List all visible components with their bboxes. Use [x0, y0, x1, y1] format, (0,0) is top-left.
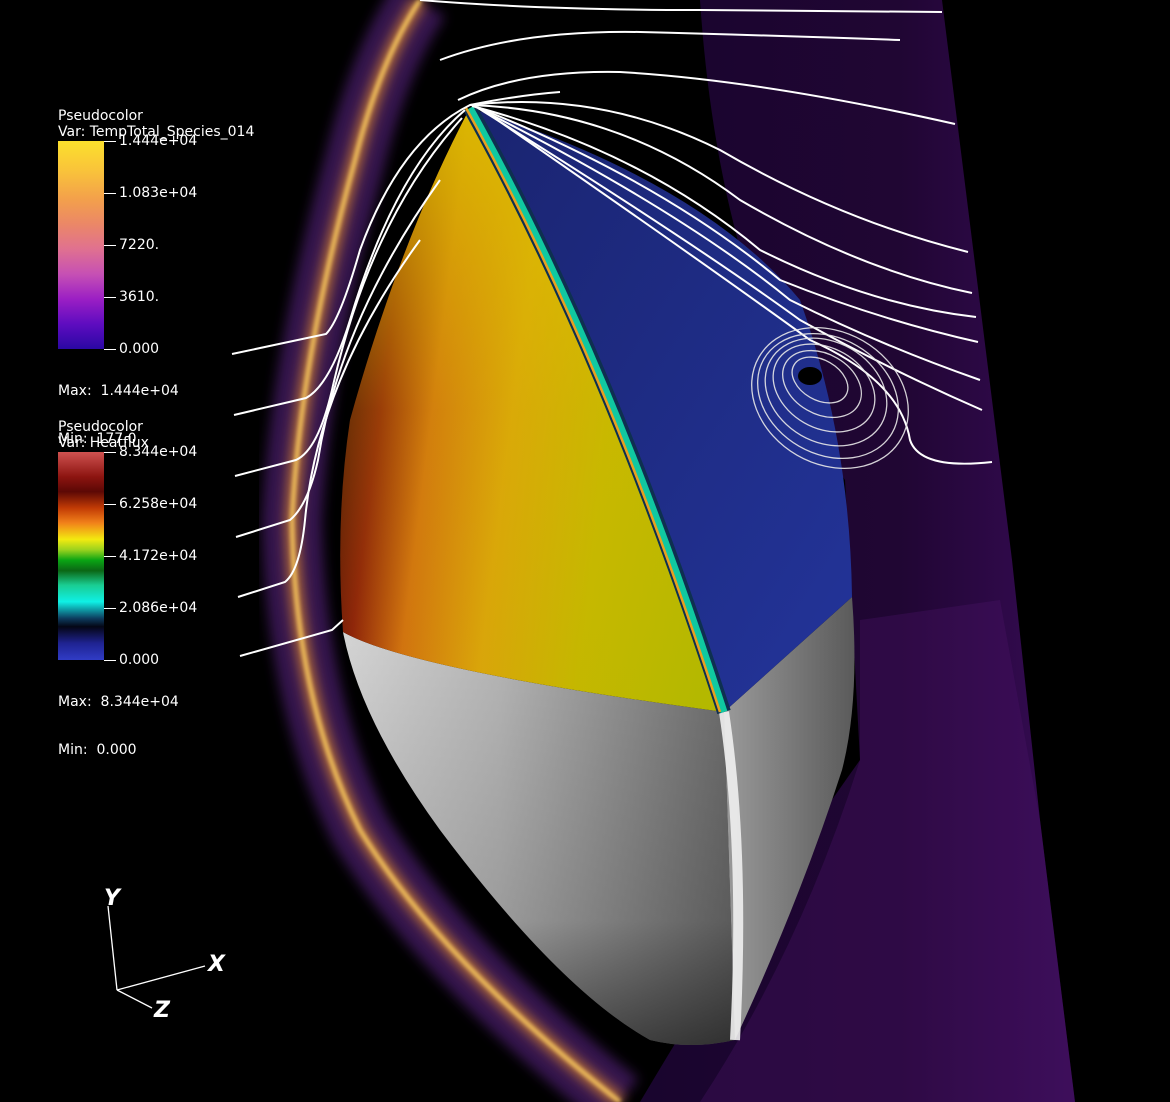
tick-label: 7220. — [104, 238, 159, 252]
axis-lines — [107, 905, 206, 1009]
legend-temperature: Pseudocolor Var: TempTotal_Species_014 1… — [58, 108, 254, 479]
capsule-right-gray — [724, 597, 855, 1040]
colorbar-temperature: 1.444e+04 1.083e+04 7220. 3610. 0.000 — [58, 134, 197, 356]
legend-max: Max: 1.444e+04 — [58, 383, 179, 399]
vortex-streamlines — [751, 327, 909, 469]
capsule-heatflux-face — [470, 108, 852, 712]
tick-label: 1.083e+04 — [104, 186, 197, 200]
legend-title: Pseudocolor — [58, 419, 143, 435]
tick-label: 8.344e+04 — [104, 445, 197, 459]
axis-label-z: Z — [154, 998, 170, 1023]
axis-label-x: X — [208, 952, 225, 977]
tick-label: 1.444e+04 — [104, 134, 197, 148]
capsule-rim-highlight — [719, 711, 744, 1041]
legend-heatflux: Pseudocolor Var: Heatflux 8.344e+04 6.25… — [58, 419, 197, 790]
tick-label: 6.258e+04 — [104, 497, 197, 511]
tick-label: 3610. — [104, 290, 159, 304]
tick-label: 0.000 — [104, 653, 159, 667]
axis-triad: Y X Z — [90, 880, 250, 1030]
legend-title: Pseudocolor — [58, 108, 143, 124]
colorbar-heatflux: 8.344e+04 6.258e+04 4.172e+04 2.086e+04 … — [58, 445, 197, 667]
legend-max: Max: 8.344e+04 — [58, 694, 179, 710]
tick-label: 0.000 — [104, 342, 159, 356]
legend-min: Min: 0.000 — [58, 742, 137, 758]
axis-label-y: Y — [104, 886, 120, 911]
streamlines — [231, 0, 993, 657]
tick-label: 2.086e+04 — [104, 601, 197, 615]
tick-label: 4.172e+04 — [104, 549, 197, 563]
legend-min: Min: 177.0 — [58, 431, 137, 447]
shock-front — [289, 0, 622, 1102]
